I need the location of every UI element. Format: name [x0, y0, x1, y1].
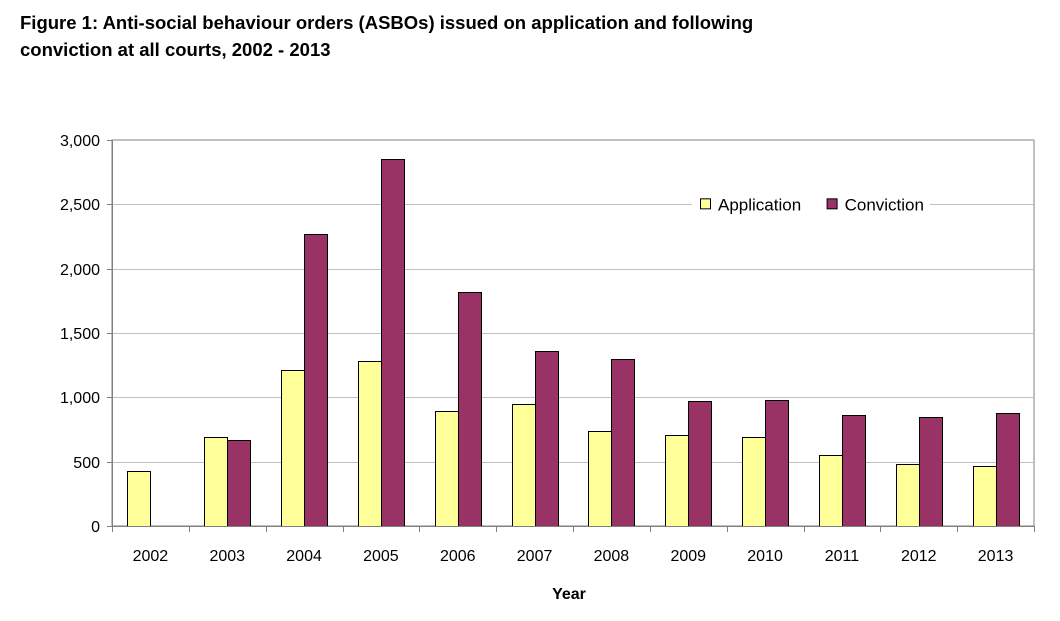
bar-application-2012 [896, 464, 920, 527]
bar-conviction-2013 [996, 413, 1020, 527]
x-tick-label: 2013 [978, 548, 1014, 565]
bar-conviction-2003 [227, 440, 251, 527]
bar-conviction-2012 [919, 417, 943, 527]
x-axis-title: Year [552, 586, 586, 603]
x-tick-label: 2010 [747, 548, 783, 565]
tick-labels: 0 500 1,000 1,500 2,000 2,500 3,000 2002 2003 200… [60, 133, 1014, 565]
bar-application-2013 [973, 466, 997, 527]
legend-label-conviction: Conviction [845, 195, 924, 214]
axes [107, 140, 1035, 532]
x-tick-label: 2012 [901, 548, 937, 565]
bar-application-2002 [127, 471, 151, 527]
x-tick-label: 2011 [825, 548, 860, 565]
bar-conviction-2007 [535, 351, 559, 527]
bar-application-2003 [204, 437, 228, 527]
x-tick-label: 2002 [133, 548, 169, 565]
bar-conviction-2006 [458, 292, 482, 527]
figure-title-line-1: Figure 1: Anti-social behaviour orders (… [20, 12, 754, 33]
legend-label-application: Application [718, 195, 801, 214]
bar-conviction-2009 [688, 401, 712, 527]
bar-application-2006 [435, 411, 459, 527]
x-tick-label: 2004 [286, 548, 322, 565]
y-tick-label: 0 [91, 519, 100, 536]
x-tick-label: 2007 [517, 548, 553, 565]
bar-application-2009 [665, 435, 689, 527]
legend-swatch-conviction [826, 198, 838, 210]
y-tick-label: 1,000 [60, 390, 100, 407]
figure-title-line-2: conviction at all courts, 2002 - 2013 [20, 39, 331, 60]
legend: Application Conviction [692, 191, 930, 218]
x-tick-label: 2006 [440, 548, 476, 565]
x-tick-label: 2003 [209, 548, 245, 565]
legend-swatch-application [700, 198, 711, 210]
bar-application-2005 [358, 361, 382, 527]
bar-application-2008 [588, 431, 612, 527]
bar-application-2010 [742, 437, 766, 527]
bar-application-2007 [512, 404, 536, 527]
bar-application-2011 [819, 455, 843, 527]
y-tick-label: 1,500 [60, 326, 100, 343]
x-tick-label: 2009 [670, 548, 706, 565]
legend-background [692, 191, 930, 218]
x-tick-label: 2005 [363, 548, 399, 565]
bar-conviction-2008 [611, 359, 635, 527]
y-tick-label: 3,000 [60, 133, 100, 150]
bar-conviction-2005 [381, 159, 405, 527]
y-tick-label: 500 [73, 455, 100, 472]
y-tick-label: 2,500 [60, 197, 100, 214]
figure-title: Figure 1: Anti-social behaviour orders (… [20, 9, 1020, 63]
bar-application-2004 [281, 370, 305, 527]
bar-conviction-2010 [765, 400, 789, 527]
y-tick-label: 2,000 [60, 262, 100, 279]
bar-conviction-2011 [842, 415, 866, 527]
bars [127, 159, 1020, 527]
bar-conviction-2004 [304, 234, 328, 527]
x-tick-label: 2008 [594, 548, 630, 565]
